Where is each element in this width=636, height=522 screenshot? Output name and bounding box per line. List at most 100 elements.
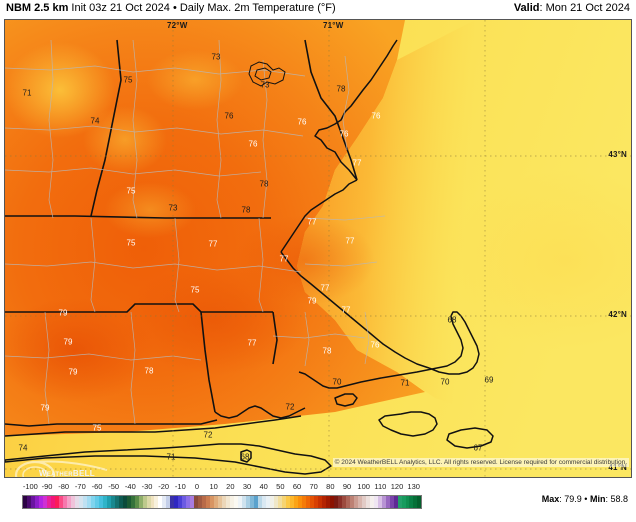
colorbar-swatch <box>357 496 362 508</box>
contour-label: 76 <box>339 129 349 139</box>
colorbar-swatch <box>254 496 259 508</box>
colorbar-swatch <box>54 496 59 508</box>
colorbar-swatch <box>150 496 155 508</box>
colorbar-swatch <box>158 496 163 508</box>
colorbar-swatch <box>182 496 187 508</box>
contour-label: 77 <box>345 236 355 246</box>
colorbar-swatch <box>238 496 243 508</box>
contour-label: 76 <box>371 111 381 121</box>
colorbar-swatch <box>309 496 314 508</box>
colorbar-swatch <box>174 496 179 508</box>
colorbar-swatch <box>66 496 71 508</box>
contour-label: 79 <box>40 403 50 413</box>
logo-text-w: W <box>39 469 47 478</box>
colorbar-swatch <box>353 496 358 508</box>
contour-label: 70 <box>332 377 342 387</box>
contour-label: 77 <box>320 283 330 293</box>
contour-label: 79 <box>68 367 78 377</box>
contour-label: 71 <box>22 88 32 98</box>
colorbar-swatch <box>86 496 91 508</box>
weatherbell-logo: WEATHERBELL Analytics <box>13 460 109 478</box>
contour-label: 77 <box>247 338 257 348</box>
colorbar-swatch <box>321 496 326 508</box>
valid-label: Valid <box>513 2 540 14</box>
contour-label: 74 <box>90 116 100 126</box>
copyright-text: © 2024 WeatherBELL Analytics, LLC. All r… <box>332 458 629 467</box>
lat-label-43n: 43°N <box>608 150 627 159</box>
contour-label: 75 <box>126 186 136 196</box>
map-canvas <box>5 20 631 477</box>
logo-text-bell: BELL <box>72 469 95 478</box>
colorbar-swatch <box>222 496 227 508</box>
colorbar-swatch <box>142 496 147 508</box>
contour-label: 79 <box>58 308 68 318</box>
colorbar-swatch <box>214 496 219 508</box>
colorbar-swatch <box>226 496 231 508</box>
colorbar-tick: -40 <box>124 482 136 491</box>
colorbar-swatch <box>246 496 251 508</box>
colorbar-swatch <box>118 496 123 508</box>
colorbar-swatch <box>102 496 107 508</box>
colorbar-swatch <box>297 496 302 508</box>
colorbar-panel: -100 -90 -80 -70 -60 -50 -40 -30 -20 -10 0 10 20 30 40… <box>0 482 636 522</box>
colorbar-swatch <box>405 496 410 508</box>
contour-label: 76 <box>224 111 234 121</box>
colorbar-swatch <box>170 496 175 508</box>
colorbar-swatch <box>397 496 402 508</box>
colorbar-swatch <box>162 496 167 508</box>
contour-label: 69 <box>484 375 494 385</box>
colorbar-swatch <box>270 496 275 508</box>
colorbar-swatch <box>393 496 398 508</box>
colorbar-swatch <box>305 496 310 508</box>
colorbar-swatch <box>289 496 294 508</box>
colorbar-tick: 110 <box>374 482 387 491</box>
colorbar-swatch <box>94 496 99 508</box>
model-name: NBM 2.5 km <box>6 2 69 14</box>
state-boundaries <box>5 39 358 413</box>
contour-label: 76 <box>370 340 380 350</box>
colorbar-swatch <box>106 496 111 508</box>
colorbar-swatch <box>281 496 286 508</box>
colorbar-swatch <box>90 496 95 508</box>
contour-label: 70 <box>440 377 450 387</box>
colorbar-tick: -20 <box>158 482 170 491</box>
coastline <box>5 39 494 475</box>
contour-label: 75 <box>190 285 200 295</box>
colorbar-swatch <box>285 496 290 508</box>
colorbar-swatch <box>293 496 298 508</box>
colorbar-swatch <box>365 496 370 508</box>
colorbar-swatch <box>198 496 203 508</box>
colorbar-swatch <box>301 496 306 508</box>
colorbar-swatch <box>369 496 374 508</box>
colorbar-swatch <box>250 496 255 508</box>
colorbar-swatch <box>258 496 263 508</box>
colorbar-swatch <box>409 496 414 508</box>
colorbar-swatch <box>30 496 35 508</box>
colorbar-swatch <box>186 496 191 508</box>
colorbar-swatch <box>345 496 350 508</box>
valid-value: : Mon 21 Oct 2024 <box>539 2 631 14</box>
colorbar-tick: -10 <box>174 482 186 491</box>
min-value: : 58.8 <box>605 494 628 504</box>
weather-map[interactable]: 72°W 71°W 43°N 42°N 41°N 71 74 75 75 73 73 73 7… <box>4 19 632 478</box>
lon-label-71w: 71°W <box>323 21 344 30</box>
header-separator: • <box>172 2 177 14</box>
contour-label: 73 <box>168 203 178 213</box>
colorbar-tick: 50 <box>276 482 285 491</box>
colorbar-tick: 20 <box>226 482 235 491</box>
colorbar-swatch <box>262 496 267 508</box>
colorbar-swatch <box>377 496 382 508</box>
colorbar-swatch <box>98 496 103 508</box>
max-value: : 79.9 <box>559 494 582 504</box>
colorbar-tick: -90 <box>41 482 53 491</box>
colorbar-swatch <box>373 496 378 508</box>
contour-label: 76 <box>297 117 307 127</box>
colorbar-swatch <box>218 496 223 508</box>
colorbar-tick: -30 <box>141 482 153 491</box>
contour-label: 75 <box>126 238 136 248</box>
contour-label: 68 <box>240 452 250 462</box>
logo-swoosh <box>14 460 108 477</box>
contour-label: 77 <box>208 239 218 249</box>
colorbar-swatch <box>134 496 139 508</box>
contour-label: 78 <box>144 366 154 376</box>
